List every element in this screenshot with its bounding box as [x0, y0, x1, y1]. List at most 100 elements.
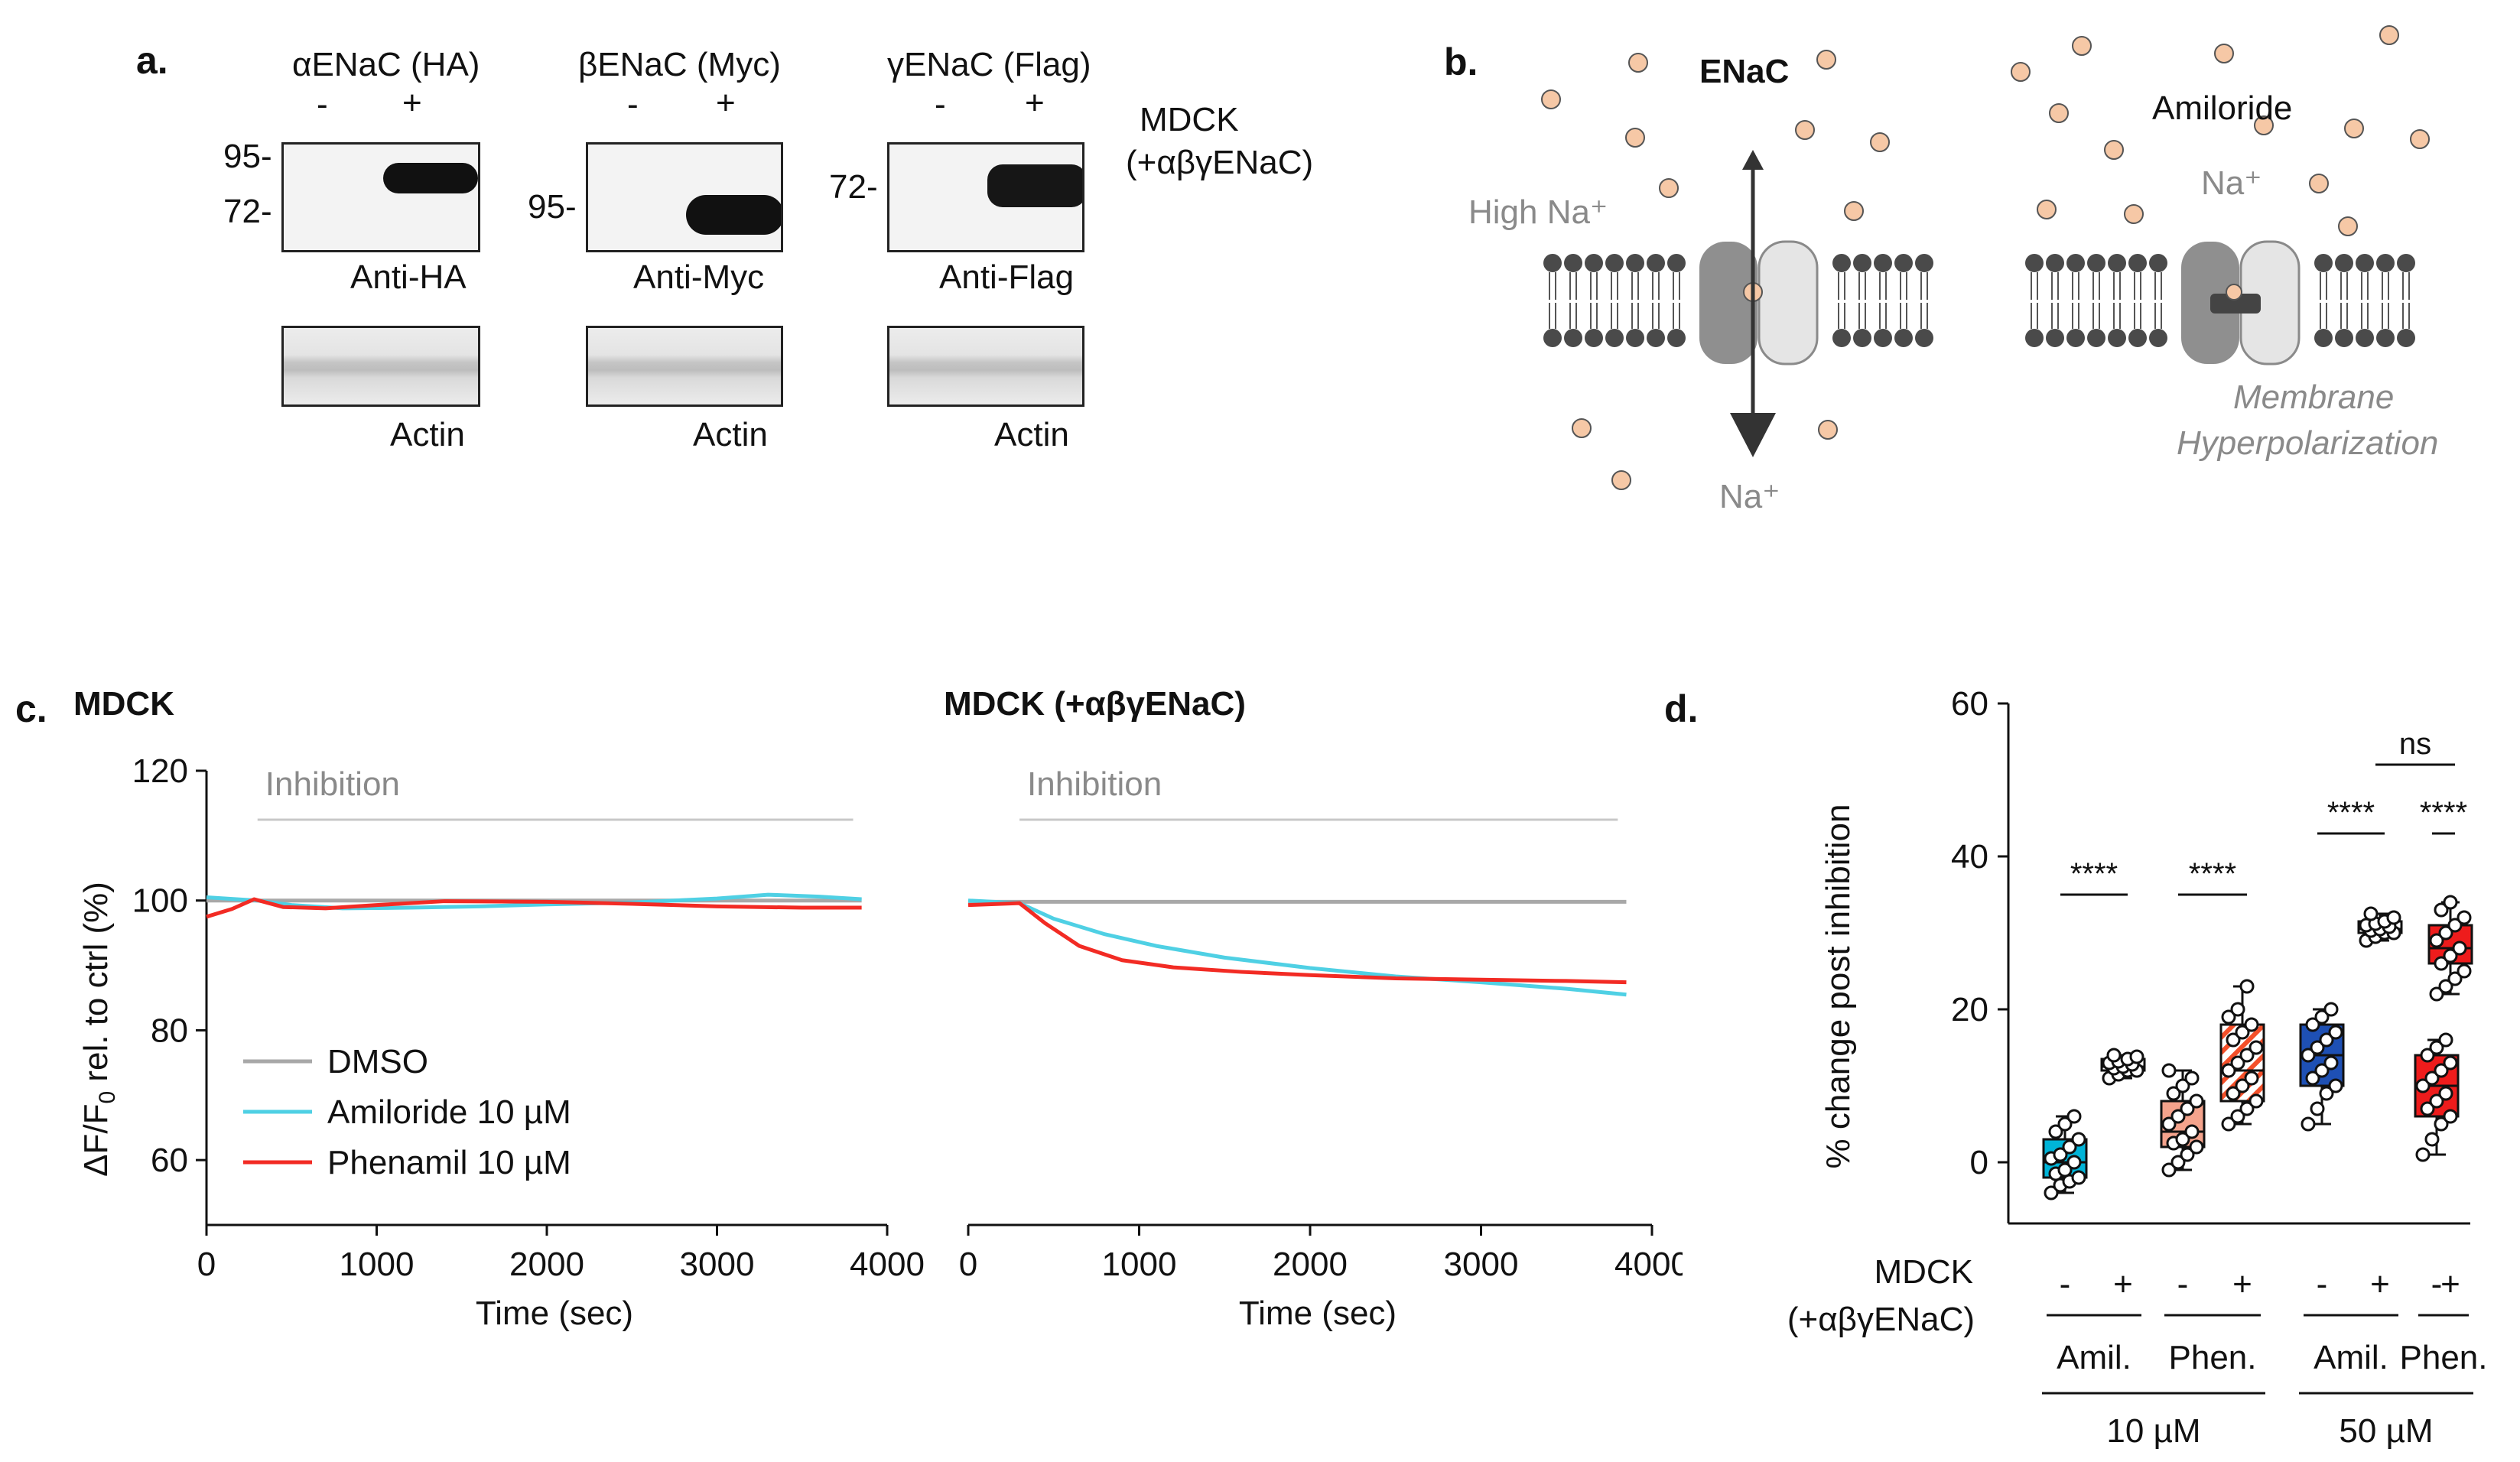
lipid-head-icon: [2335, 254, 2353, 272]
data-point: [2066, 1155, 2082, 1170]
na-ion-icon: [2344, 119, 2364, 138]
significance-label: ****: [2070, 857, 2118, 891]
drug-label: Phen.: [2400, 1339, 2488, 1376]
drug-label: Amil.: [2314, 1339, 2388, 1376]
series-line-amiloride: [206, 892, 862, 911]
data-point: [2429, 933, 2444, 948]
data-point: [2434, 902, 2449, 918]
data-point: [2319, 1086, 2334, 1101]
x-tick-label: 3000: [1444, 1246, 1519, 1283]
left-diagram-title: ENaC: [1699, 53, 1789, 90]
panel-c-charts: 60 80 100 120 0 1000 2000 3000 4000 Time (sec) Inh…: [77, 752, 1683, 1332]
lipid-head-icon: [1667, 329, 1686, 347]
lipid-head-icon: [1832, 254, 1851, 272]
na-ion-icon: [1816, 50, 1836, 70]
x-tick-label: 0: [959, 1246, 977, 1283]
drug-label: Phen.: [2169, 1339, 2257, 1376]
x-tick-label: 1000: [340, 1246, 415, 1283]
data-point: [2066, 1109, 2082, 1124]
significance-label: ns: [2399, 727, 2431, 761]
lipid-head-icon: [1915, 329, 1933, 347]
sign-label: +: [2370, 1265, 2390, 1303]
blot-2-image: [586, 142, 783, 252]
data-point: [2170, 1155, 2186, 1170]
data-point: [2053, 1147, 2068, 1162]
lipid-head-icon: [2066, 254, 2085, 272]
data-point: [2314, 1063, 2330, 1078]
na-ion-icon: [2037, 200, 2057, 219]
lipid-head-icon: [2397, 254, 2415, 272]
legend-label: Phenamil 10 µM: [327, 1144, 571, 1181]
blot-1-header: αENaC (HA): [292, 46, 480, 83]
series-line-phenamil: [967, 901, 1627, 985]
data-point: [2180, 1101, 2195, 1116]
data-point: [2305, 1017, 2320, 1032]
lipid-head-icon: [1543, 254, 1562, 272]
data-point: [2161, 1162, 2177, 1178]
na-ion-icon: [2309, 174, 2329, 193]
data-point: [2062, 1139, 2077, 1155]
na-ion-icon: [2072, 36, 2092, 56]
y-tick-label: 0: [1970, 1144, 1988, 1181]
na-ion-icon: [2379, 25, 2399, 45]
series-line-amiloride: [967, 898, 1627, 997]
blot-3-antibody: Anti-Flag: [939, 258, 1075, 296]
blot-2-plus: +: [716, 84, 736, 122]
data-point: [2438, 1032, 2453, 1048]
data-point: [2438, 979, 2453, 994]
blot-3-actin: [887, 326, 1084, 407]
panel-b-label: b.: [1444, 41, 1478, 83]
data-point: [2248, 1040, 2264, 1055]
na-ion-icon: [1795, 120, 1815, 140]
lipid-head-icon: [2087, 254, 2105, 272]
data-point: [2221, 1116, 2236, 1132]
data-point: [2044, 1185, 2059, 1200]
x-tick-label: 3000: [680, 1246, 755, 1283]
blot-3-header: γENaC (Flag): [887, 46, 1091, 83]
blot-3-loading: Actin: [994, 416, 1069, 453]
na-ion-icon: [2011, 62, 2031, 82]
blot-3-band: [987, 164, 1082, 207]
blot-1-loading: Actin: [390, 416, 465, 453]
left-na-bottom-label: Na⁺: [1719, 478, 1780, 515]
panel-d-row-label-line1: MDCK: [1874, 1253, 1973, 1291]
data-point: [2161, 1063, 2177, 1078]
left-channel-subunit-a: [1699, 242, 1757, 364]
na-ion-icon: [2049, 103, 2069, 123]
data-point: [2424, 1132, 2440, 1147]
data-point: [2434, 956, 2449, 971]
lipid-head-icon: [2149, 254, 2167, 272]
na-ion-icon: [2254, 115, 2274, 135]
blot-1-image: [281, 142, 480, 252]
data-point: [2180, 1147, 2195, 1162]
na-ion-icon: [1870, 132, 1890, 152]
panel-c-right-title: MDCK (+αβγENaC): [944, 685, 1246, 723]
data-point: [2301, 1048, 2316, 1063]
lipid-head-icon: [2397, 329, 2415, 347]
panel-c-ylabel-sub: 0: [95, 1091, 120, 1104]
data-point: [2457, 910, 2472, 925]
na-ion-icon: [2338, 216, 2358, 236]
sign-label: -: [2431, 1265, 2443, 1303]
panel-c-legend: DMSO Amiloride 10 µM Phenamil 10 µM: [243, 1043, 571, 1181]
panel-c-ylabel: ΔF/F0 rel. to ctrl (%): [77, 882, 120, 1177]
lipid-head-icon: [2108, 329, 2126, 347]
blot-3-minus: -: [935, 86, 946, 123]
blot-2-antibody: Anti-Myc: [633, 258, 765, 296]
lipid-head-icon: [1605, 254, 1624, 272]
lipid-head-icon: [1832, 329, 1851, 347]
data-point: [2438, 1086, 2453, 1101]
lipid-head-icon: [1874, 254, 1892, 272]
na-flux-arrow-up-icon: [1742, 150, 1764, 170]
data-point: [2161, 1116, 2177, 1132]
blot-3-marker-72: 72-: [829, 168, 878, 206]
data-point: [2184, 1124, 2200, 1139]
data-point: [2230, 1109, 2245, 1124]
lipid-head-icon: [2087, 329, 2105, 347]
significance-label: ****: [2420, 796, 2467, 830]
data-point: [2415, 1078, 2431, 1093]
data-point: [2424, 1071, 2440, 1086]
na-ion-icon: [2124, 204, 2144, 224]
blot-1-marker-95: 95-: [223, 138, 272, 175]
na-ion-icon: [2410, 129, 2430, 149]
